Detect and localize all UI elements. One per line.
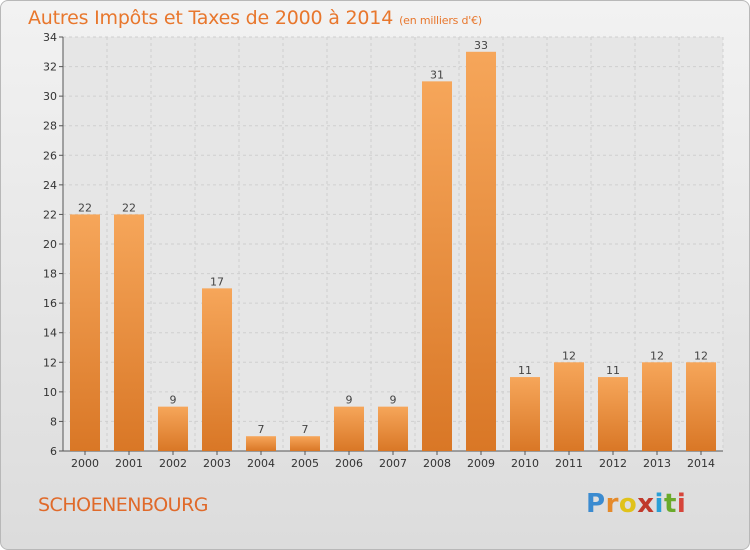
logo-letter: r	[605, 489, 619, 519]
y-tick-label: 14	[43, 327, 57, 340]
data-label: 12	[562, 349, 576, 362]
bar	[510, 377, 540, 451]
y-tick-label: 32	[43, 61, 57, 74]
x-tick-label: 2011	[555, 457, 583, 470]
data-label: 22	[78, 201, 92, 214]
labels: 6 8 10 12 14 16 18 20 22 24 26 28 30 32 34 22 2000 22 2001…	[43, 31, 715, 470]
data-label: 11	[606, 364, 620, 377]
data-label: 17	[210, 275, 224, 288]
y-tick-label: 6	[50, 445, 57, 458]
y-tick-label: 30	[43, 90, 57, 103]
bar	[642, 362, 672, 451]
data-label: 7	[302, 423, 309, 436]
data-label: 9	[346, 394, 353, 407]
y-tick-label: 18	[43, 268, 57, 281]
bar	[246, 436, 276, 451]
x-tick-label: 2004	[247, 457, 275, 470]
data-label: 12	[694, 349, 708, 362]
commune-name: SCHOENENBOURG	[38, 494, 209, 516]
x-tick-label: 2002	[159, 457, 187, 470]
logo-letter: i	[654, 489, 664, 519]
x-tick-label: 2014	[687, 457, 715, 470]
bar	[290, 436, 320, 451]
bars	[70, 51, 716, 452]
chart-title-text: Autres Impôts et Taxes de 2000 à 2014	[28, 7, 394, 29]
x-tick-label: 2013	[643, 457, 671, 470]
bar	[554, 362, 584, 451]
x-tick-label: 2007	[379, 457, 407, 470]
data-label: 22	[122, 201, 136, 214]
y-tick-label: 26	[43, 149, 57, 162]
bar	[158, 406, 188, 451]
x-tick-label: 2006	[335, 457, 363, 470]
x-tick-label: 2008	[423, 457, 451, 470]
data-label: 31	[430, 68, 444, 81]
x-tick-label: 2000	[71, 457, 99, 470]
data-label: 12	[650, 349, 664, 362]
y-tick-label: 12	[43, 356, 57, 369]
data-label: 9	[170, 394, 177, 407]
bar	[598, 377, 628, 451]
bar	[422, 81, 452, 451]
x-tick-label: 2009	[467, 457, 495, 470]
y-tick-label: 20	[43, 238, 57, 251]
bar	[378, 406, 408, 451]
proxiti-logo: Proxiti	[586, 489, 686, 519]
logo-letter: o	[618, 489, 638, 519]
y-tick-label: 22	[43, 208, 57, 221]
chart-title: Autres Impôts et Taxes de 2000 à 2014 (en…	[28, 7, 482, 29]
bar	[202, 288, 232, 451]
y-tick-label: 16	[43, 297, 57, 310]
y-tick-label: 34	[43, 31, 57, 44]
logo-letter: t	[663, 489, 677, 519]
x-tick-label: 2005	[291, 457, 319, 470]
logo-letter: P	[586, 489, 606, 519]
y-tick-label: 10	[43, 386, 57, 399]
x-tick-label: 2001	[115, 457, 143, 470]
logo-letter: i	[676, 489, 687, 519]
data-label: 11	[518, 364, 532, 377]
chart-subtitle: (en milliers d'€)	[399, 14, 482, 27]
data-label: 33	[474, 39, 488, 52]
bar	[686, 362, 716, 451]
logo-letter: x	[637, 489, 655, 519]
y-tick-label: 24	[43, 179, 57, 192]
data-label: 9	[390, 394, 397, 407]
data-label: 7	[258, 423, 265, 436]
y-tick-label: 8	[50, 415, 57, 428]
bar	[334, 406, 364, 451]
bar	[114, 214, 144, 451]
x-tick-label: 2003	[203, 457, 231, 470]
bar	[466, 51, 496, 452]
x-tick-label: 2012	[599, 457, 627, 470]
bar	[70, 214, 100, 451]
x-tick-label: 2010	[511, 457, 539, 470]
y-tick-label: 28	[43, 120, 57, 133]
